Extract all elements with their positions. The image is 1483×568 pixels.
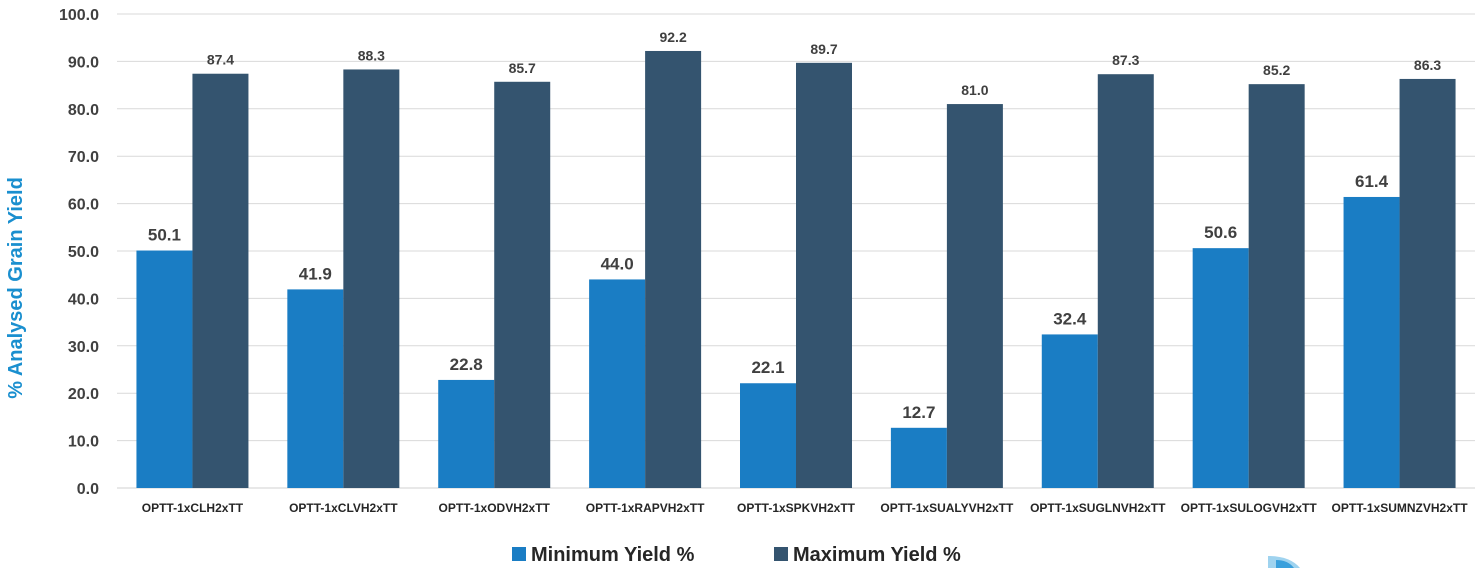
data-label-maximum: 81.0	[961, 82, 988, 98]
bar-maximum-yield	[645, 50, 702, 489]
x-tick-label: OPTT-1xODVH2xTT	[439, 501, 551, 515]
y-axis-ticks: 0.0 10.0 20.0 30.0 40.0 50.0 60.0 70.0 80.0 90.0 1…	[59, 7, 99, 498]
data-label-maximum: 89.7	[810, 41, 837, 57]
x-tick-label: OPTT-1xCLVH2xTT	[289, 501, 398, 515]
bar-minimum-yield	[740, 383, 796, 488]
x-tick-label: OPTT-1xSUALYVH2xTT	[880, 501, 1014, 515]
y-tick-label: 100.0	[59, 7, 99, 24]
y-tick-label: 70.0	[68, 149, 99, 166]
data-label-maximum: 85.7	[509, 60, 536, 76]
x-tick-label: OPTT-1xSUGLNVH2xTT	[1030, 501, 1166, 515]
data-label-minimum: 22.8	[450, 355, 483, 374]
data-label-minimum: 44.0	[601, 254, 634, 273]
x-tick-label: OPTT-1xSULOGVH2xTT	[1181, 501, 1318, 515]
data-label-minimum: 32.4	[1053, 309, 1087, 328]
bar-minimum-yield	[287, 289, 344, 488]
bar-maximum-yield	[946, 104, 1003, 488]
x-tick-label: OPTT-1xRAPVH2xTT	[586, 501, 705, 515]
x-axis-categories: OPTT-1xCLH2xTT OPTT-1xCLVH2xTT OPTT-1xODVH…	[142, 501, 1468, 515]
y-tick-label: 0.0	[77, 481, 99, 498]
data-label-maximum: 86.3	[1414, 57, 1441, 73]
y-tick-label: 50.0	[68, 244, 99, 261]
bar-maximum-yield	[343, 69, 400, 488]
x-tick-label: OPTT-1xSPKVH2xTT	[737, 501, 856, 515]
y-tick-label: 90.0	[68, 54, 99, 71]
y-tick-label: 40.0	[68, 291, 99, 308]
y-tick-label: 30.0	[68, 339, 99, 356]
data-label-minimum: 41.9	[299, 264, 332, 283]
bar-maximum-yield	[1399, 78, 1456, 489]
x-tick-label: OPTT-1xSUMNZVH2xTT	[1332, 501, 1469, 515]
bar-maximum-yield	[1248, 84, 1305, 488]
data-label-maximum: 87.3	[1112, 52, 1139, 68]
legend-label-maximum: Maximum Yield %	[793, 544, 961, 566]
bars	[136, 50, 1456, 489]
legend-swatch-maximum	[774, 547, 788, 561]
bar-maximum-yield	[494, 81, 551, 489]
data-label-minimum: 22.1	[751, 358, 784, 377]
data-label-minimum: 61.4	[1355, 172, 1389, 191]
bar-minimum-yield	[589, 279, 646, 488]
data-label-maximum: 85.2	[1263, 62, 1290, 78]
x-tick-label: OPTT-1xCLH2xTT	[142, 501, 244, 515]
y-tick-label: 10.0	[68, 434, 99, 451]
y-tick-label: 80.0	[68, 102, 99, 119]
data-label-minimum: 50.1	[148, 226, 181, 245]
data-label-minimum: 50.6	[1204, 223, 1237, 242]
bar-minimum-yield	[1041, 334, 1098, 488]
data-labels: 50.1 87.4 41.9 88.3 22.8 85.7 44.0 92.2 22.1 89.7…	[148, 29, 1441, 422]
data-label-maximum: 88.3	[358, 47, 385, 63]
data-label-minimum: 12.7	[902, 403, 935, 422]
y-tick-label: 20.0	[68, 386, 99, 403]
logo-mark	[1268, 556, 1300, 568]
y-axis-label: % Analysed Grain Yield	[5, 177, 27, 399]
legend-label-minimum: Minimum Yield %	[531, 544, 695, 566]
bar-maximum-yield	[796, 62, 852, 489]
bar-minimum-yield	[1192, 248, 1249, 488]
bar-minimum-yield	[438, 379, 495, 488]
bar-maximum-yield	[192, 73, 249, 488]
y-tick-label: 60.0	[68, 197, 99, 214]
legend: Minimum Yield % Maximum Yield %	[512, 544, 961, 566]
data-label-maximum: 87.4	[207, 52, 234, 68]
data-label-maximum: 92.2	[659, 29, 686, 45]
legend-swatch-minimum	[512, 547, 526, 561]
bar-minimum-yield	[890, 427, 947, 488]
bar-maximum-yield	[1097, 74, 1154, 488]
bar-minimum-yield	[1343, 196, 1400, 489]
bar-minimum-yield	[136, 250, 193, 488]
